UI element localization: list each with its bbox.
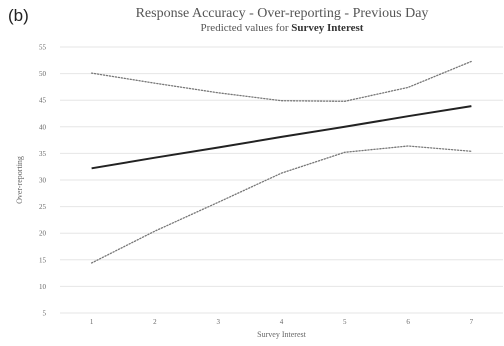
y-axis-label: Over-reporting xyxy=(15,156,24,204)
y-tick-label-50: 50 xyxy=(39,70,47,78)
x-axis-label: Survey Interest xyxy=(257,330,306,339)
y-tick-label-45: 45 xyxy=(39,97,47,105)
y-tick-label-30: 30 xyxy=(39,177,47,185)
y-tick-label-10: 10 xyxy=(39,283,47,291)
y-tick-label-25: 25 xyxy=(39,203,47,211)
y-tick-label-5: 5 xyxy=(43,310,47,318)
x-tick-labels: 1 2 3 4 5 6 7 xyxy=(90,318,474,326)
panel-label: (b) xyxy=(8,6,29,25)
chart-title: Response Accuracy - Over-reporting - Pre… xyxy=(135,6,429,21)
upper-bound-line xyxy=(90,60,473,102)
y-tick-label-55: 55 xyxy=(39,44,47,52)
grid-lines xyxy=(60,46,503,314)
x-tick-label-6: 6 xyxy=(406,318,410,326)
series-lines xyxy=(90,60,473,264)
x-tick-label-2: 2 xyxy=(153,318,157,326)
x-tick-label-5: 5 xyxy=(343,318,347,326)
chart-subtitle: Predicted values for Survey Interest xyxy=(60,22,504,34)
y-tick-labels: 5 10 15 20 25 30 35 40 45 50 55 xyxy=(39,44,47,318)
x-tick-label-7: 7 xyxy=(470,318,474,326)
x-tick-label-3: 3 xyxy=(216,318,220,326)
x-tick-label-4: 4 xyxy=(280,318,284,326)
y-tick-label-20: 20 xyxy=(39,230,47,238)
subtitle-prefix: Predicted values for xyxy=(200,22,292,34)
y-tick-label-35: 35 xyxy=(39,150,47,158)
x-tick-label-1: 1 xyxy=(90,318,94,326)
y-tick-label-15: 15 xyxy=(39,256,47,264)
predicted-line xyxy=(91,105,472,170)
y-tick-label-40: 40 xyxy=(39,123,47,131)
subtitle-bold: Survey Interest xyxy=(291,22,364,34)
lower-bound-line xyxy=(90,145,473,264)
